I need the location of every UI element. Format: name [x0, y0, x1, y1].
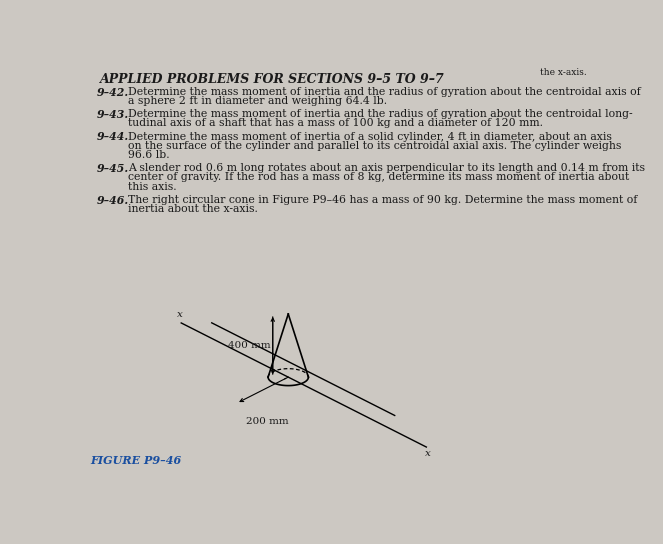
- Text: APPLIED PROBLEMS FOR SECTIONS 9–5 TO 9–7: APPLIED PROBLEMS FOR SECTIONS 9–5 TO 9–7: [100, 73, 445, 86]
- Text: 9–44.: 9–44.: [97, 132, 129, 143]
- Text: x: x: [177, 310, 182, 319]
- Text: A slender rod 0.6 m long rotates about an axis perpendicular to its length and 0: A slender rod 0.6 m long rotates about a…: [128, 163, 645, 173]
- Text: 9–43.: 9–43.: [97, 109, 129, 120]
- Text: Determine the mass moment of inertia of a solid cylinder, 4 ft in diameter, abou: Determine the mass moment of inertia of …: [128, 132, 612, 141]
- Text: 9–45.: 9–45.: [97, 163, 129, 174]
- Text: 400 mm: 400 mm: [228, 341, 271, 350]
- Text: FIGURE P9–46: FIGURE P9–46: [91, 455, 182, 466]
- Text: center of gravity. If the rod has a mass of 8 kg, determine its mass moment of i: center of gravity. If the rod has a mass…: [128, 172, 629, 182]
- Text: 9–42.: 9–42.: [97, 87, 129, 98]
- Text: 96.6 lb.: 96.6 lb.: [128, 150, 170, 160]
- Text: on the surface of the cylinder and parallel to its centroidal axial axis. The cy: on the surface of the cylinder and paral…: [128, 141, 621, 151]
- Text: tudinal axis of a shaft that has a mass of 100 kg and a diameter of 120 mm.: tudinal axis of a shaft that has a mass …: [128, 119, 543, 128]
- Text: this axis.: this axis.: [128, 182, 176, 191]
- Text: Determine the mass moment of inertia and the radius of gyration about the centro: Determine the mass moment of inertia and…: [128, 109, 633, 119]
- Text: the x-axis.: the x-axis.: [540, 67, 587, 77]
- Text: a sphere 2 ft in diameter and weighing 64.4 lb.: a sphere 2 ft in diameter and weighing 6…: [128, 96, 387, 106]
- Text: Determine the mass moment of inertia and the radius of gyration about the centro: Determine the mass moment of inertia and…: [128, 87, 640, 97]
- Text: 9–46.: 9–46.: [97, 195, 129, 206]
- Text: The right circular cone in Figure P9–46 has a mass of 90 kg. Determine the mass : The right circular cone in Figure P9–46 …: [128, 195, 637, 205]
- Text: inertia about the x-axis.: inertia about the x-axis.: [128, 204, 258, 214]
- Text: 200 mm: 200 mm: [246, 417, 288, 426]
- Text: x: x: [425, 449, 431, 459]
